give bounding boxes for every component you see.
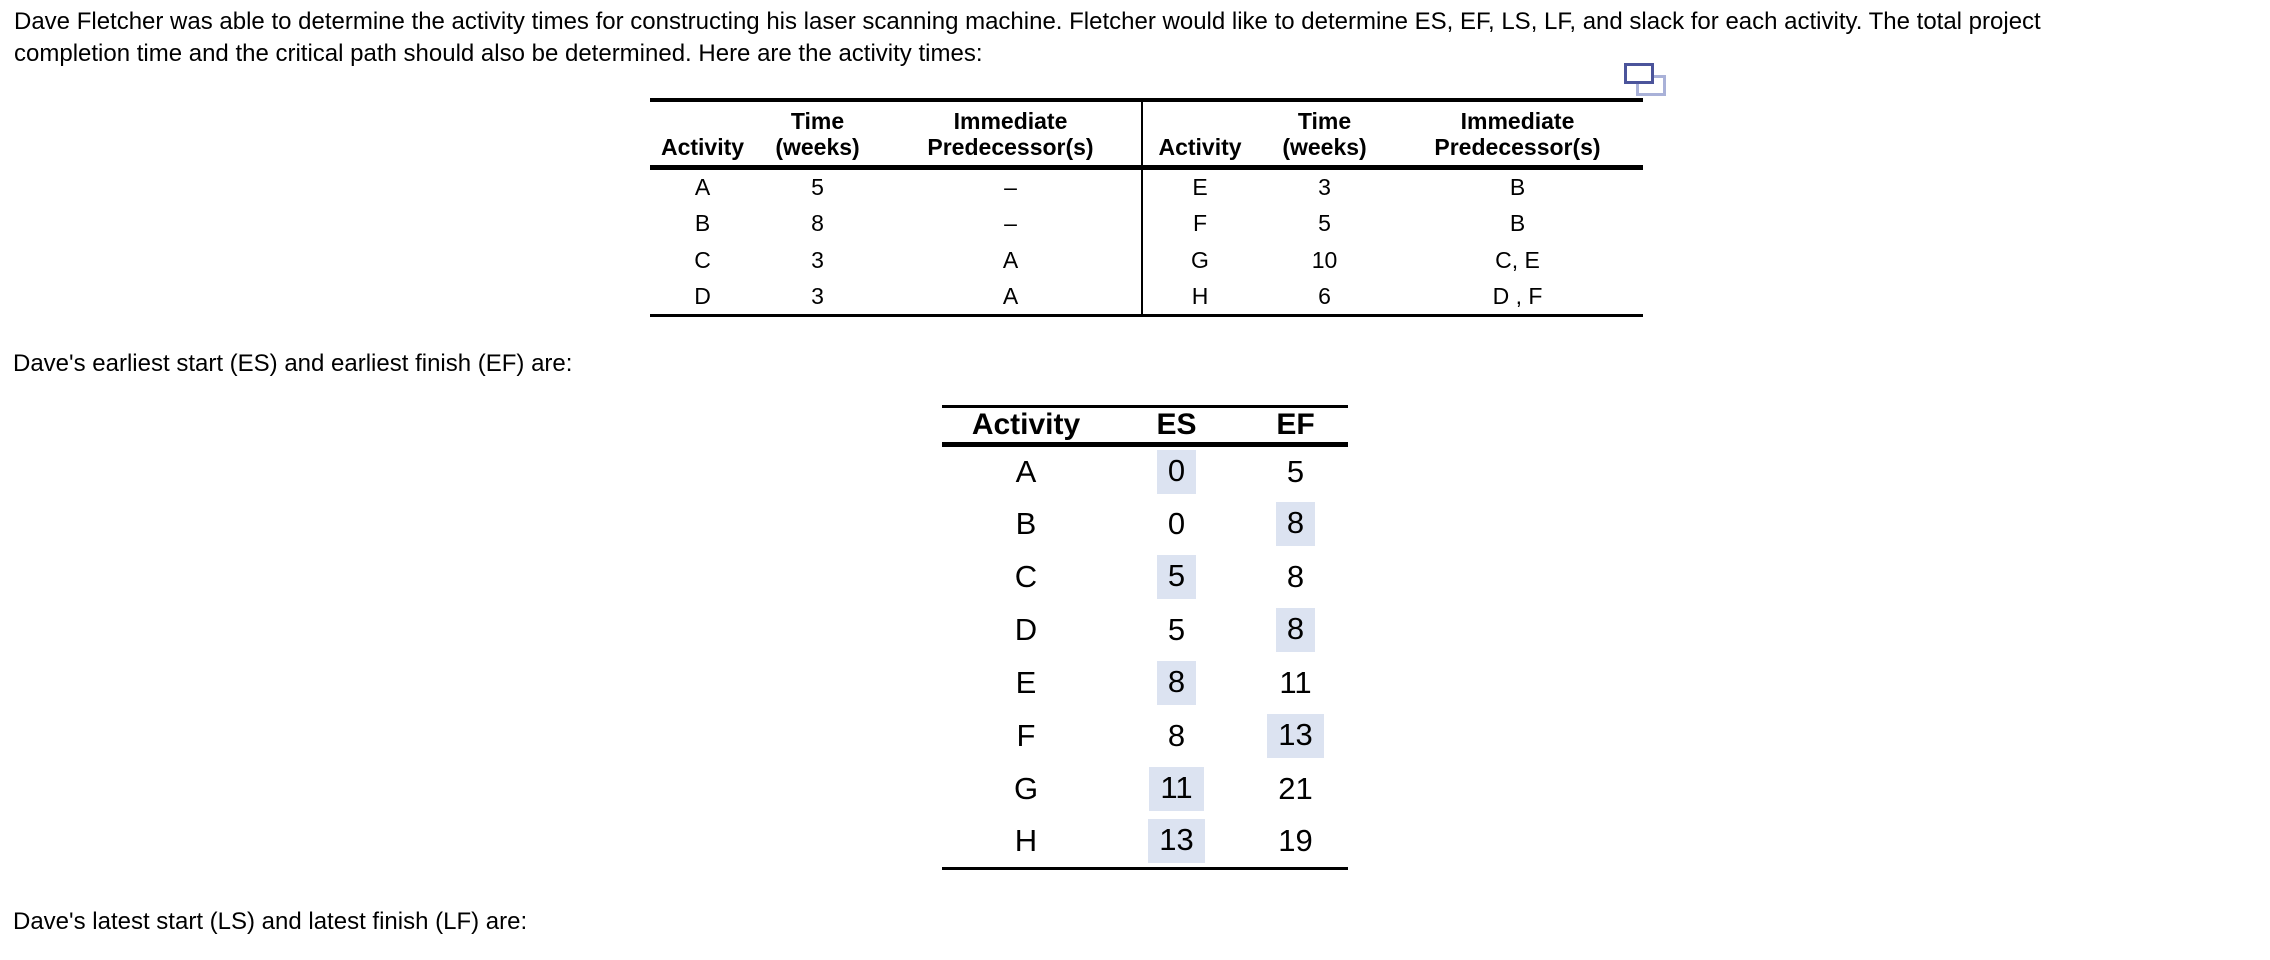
es-ef-table: Activity ES EF A 0 5 B 0 8 C 5 8 D 5 8 E 8 11 F 8 13 G 11 21…	[942, 405, 1348, 870]
es-ef-row: B 0 8	[942, 498, 1348, 551]
es-answer-box[interactable]: 0	[1156, 450, 1197, 495]
activity-cell: B	[1015, 506, 1037, 541]
time-cell: 10	[1311, 246, 1338, 273]
es-cell: 5	[1110, 551, 1243, 604]
activity-cell: G	[1141, 241, 1257, 279]
ef-cell: 11	[1279, 665, 1312, 700]
copy-table-icon[interactable]	[1624, 63, 1668, 99]
es-ef-row: F 8 13	[942, 710, 1348, 763]
predecessor-cell: C, E	[1495, 246, 1540, 273]
es-ef-row: E 8 11	[942, 657, 1348, 710]
problem-statement: Dave Fletcher was able to determine the …	[14, 6, 2041, 70]
problem-statement-line-2: completion time and the critical path sh…	[14, 40, 983, 67]
column-header-activity-left: Activity	[660, 134, 745, 160]
ef-cell: 21	[1278, 771, 1313, 806]
activity-table-row: C 3 A G 10 C, E	[650, 241, 1643, 279]
activity-table-header-row: Activity Time (weeks) Immediate Predeces…	[650, 100, 1643, 168]
es-answer-box[interactable]: 13	[1148, 819, 1205, 864]
es-cell: 5	[1167, 612, 1186, 647]
time-cell: 3	[811, 246, 824, 273]
predecessor-cell: –	[1004, 173, 1017, 200]
time-cell: 5	[1318, 209, 1331, 236]
activity-cell: F	[1141, 204, 1257, 242]
time-cell: 6	[1318, 282, 1331, 309]
column-header-predecessor-left: Immediate Predecessor(s)	[927, 108, 1094, 160]
es-cell: 0	[1110, 445, 1243, 498]
es-cell: 8	[1167, 718, 1186, 753]
es-answer-box[interactable]: 11	[1149, 767, 1204, 811]
problem-statement-line-1: Dave Fletcher was able to determine the …	[14, 8, 2041, 35]
activity-cell: F	[1016, 718, 1036, 753]
activity-cell: G	[1013, 771, 1039, 806]
es-ef-row: D 5 8	[942, 604, 1348, 657]
ef-cell: 19	[1278, 823, 1313, 859]
es-answer-box[interactable]: 5	[1156, 555, 1197, 599]
time-cell: 8	[811, 209, 824, 236]
es-cell: 11	[1110, 763, 1243, 816]
es-ef-row: A 0 5	[942, 445, 1348, 498]
predecessor-cell: B	[1509, 209, 1526, 236]
activity-cell: D	[694, 282, 711, 309]
column-header-ef: EF	[1276, 408, 1315, 441]
activity-cell: E	[1015, 665, 1037, 700]
activity-cell: C	[1014, 559, 1038, 594]
copy-icon-front-rect	[1624, 63, 1654, 84]
ef-answer-box[interactable]: 8	[1275, 608, 1316, 652]
activity-cell: H	[1141, 278, 1257, 316]
column-header-predecessor-right: Immediate Predecessor(s)	[1434, 108, 1601, 160]
es-answer-box[interactable]: 8	[1156, 661, 1197, 705]
ef-cell: 8	[1243, 498, 1348, 551]
column-header-es: ES	[1156, 408, 1197, 441]
time-cell: 3	[811, 282, 824, 309]
activity-table-row: A 5 – E 3 B	[650, 167, 1643, 205]
es-ef-row: H 13 19	[942, 816, 1348, 869]
activity-times-table: Activity Time (weeks) Immediate Predeces…	[650, 98, 1643, 317]
predecessor-cell: A	[1002, 246, 1019, 273]
column-header-activity: Activity	[971, 408, 1081, 441]
activity-cell: E	[1141, 167, 1257, 205]
es-cell: 0	[1167, 506, 1186, 541]
activity-cell: C	[694, 246, 711, 273]
es-ef-row: G 11 21	[942, 763, 1348, 816]
time-cell: 5	[811, 173, 824, 200]
activity-table-row: B 8 – F 5 B	[650, 204, 1643, 242]
ef-cell: 8	[1286, 559, 1305, 594]
ef-cell: 8	[1243, 604, 1348, 657]
es-cell: 13	[1110, 816, 1243, 869]
predecessor-cell: A	[1002, 282, 1019, 309]
column-header-time-right: Time (weeks)	[1282, 108, 1367, 160]
es-ef-row: C 5 8	[942, 551, 1348, 604]
activity-cell: A	[1015, 454, 1037, 490]
es-ef-section-label: Dave's earliest start (ES) and earliest …	[13, 350, 573, 377]
ef-cell: 13	[1243, 710, 1348, 763]
column-header-activity-right: Activity	[1141, 100, 1257, 168]
activity-table-row: D 3 A H 6 D , F	[650, 278, 1643, 316]
activity-cell: A	[694, 173, 711, 200]
activity-cell: B	[694, 209, 711, 236]
ef-answer-box[interactable]: 13	[1267, 714, 1324, 758]
time-cell: 3	[1318, 173, 1331, 200]
ls-lf-section-label: Dave's latest start (LS) and latest fini…	[13, 908, 528, 935]
activity-cell: H	[1014, 823, 1038, 859]
es-cell: 8	[1110, 657, 1243, 710]
ef-answer-box[interactable]: 8	[1275, 502, 1316, 546]
column-header-time-left: Time (weeks)	[775, 108, 860, 160]
activity-cell: D	[1014, 612, 1038, 647]
predecessor-cell: –	[1004, 209, 1017, 236]
ef-cell: 5	[1286, 454, 1305, 490]
predecessor-cell: D , F	[1492, 282, 1543, 309]
predecessor-cell: B	[1509, 173, 1526, 200]
es-ef-header-row: Activity ES EF	[942, 407, 1348, 445]
